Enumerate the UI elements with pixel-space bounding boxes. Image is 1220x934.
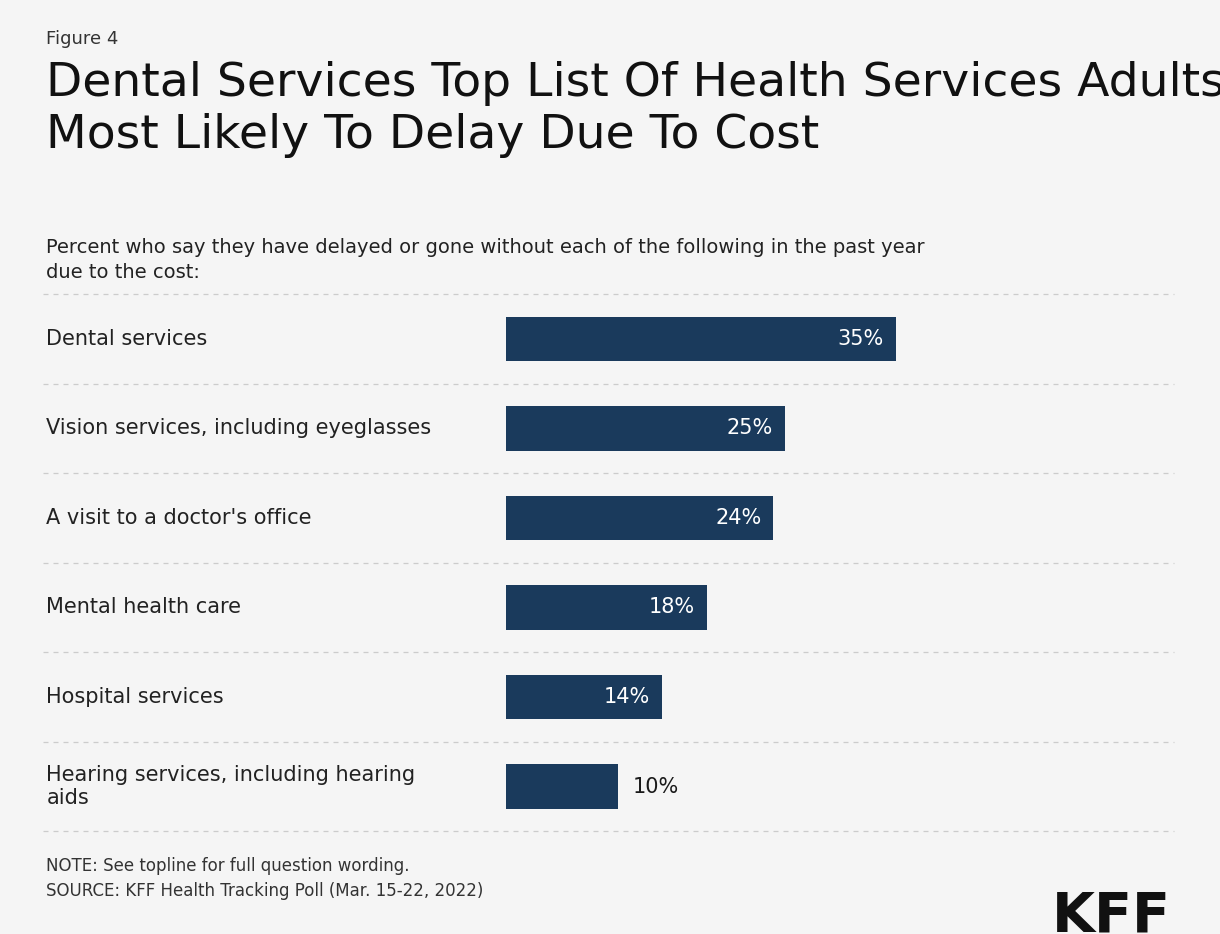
- Text: SOURCE: KFF Health Tracking Poll (Mar. 15-22, 2022): SOURCE: KFF Health Tracking Poll (Mar. 1…: [46, 882, 484, 899]
- Bar: [506, 496, 773, 541]
- Bar: [506, 317, 895, 361]
- Text: 25%: 25%: [726, 418, 772, 438]
- Text: Dental Services Top List Of Health Services Adults
Most Likely To Delay Due To C: Dental Services Top List Of Health Servi…: [46, 61, 1220, 158]
- Text: Hearing services, including hearing
aids: Hearing services, including hearing aids: [46, 765, 416, 808]
- Bar: [506, 406, 784, 451]
- Text: NOTE: See topline for full question wording.: NOTE: See topline for full question word…: [46, 857, 410, 875]
- Text: Hospital services: Hospital services: [46, 687, 224, 707]
- Bar: [506, 764, 617, 809]
- Text: 14%: 14%: [604, 687, 650, 707]
- Text: 10%: 10%: [632, 776, 678, 797]
- Text: 24%: 24%: [715, 508, 761, 528]
- Text: Vision services, including eyeglasses: Vision services, including eyeglasses: [46, 418, 432, 438]
- Text: 35%: 35%: [837, 329, 883, 349]
- Text: Mental health care: Mental health care: [46, 598, 242, 617]
- Bar: [506, 585, 706, 630]
- Text: Percent who say they have delayed or gone without each of the following in the p: Percent who say they have delayed or gon…: [46, 238, 925, 282]
- Text: KFF: KFF: [1052, 889, 1171, 934]
- Bar: [506, 674, 662, 719]
- Text: Figure 4: Figure 4: [46, 30, 118, 48]
- Text: 18%: 18%: [648, 598, 694, 617]
- Text: A visit to a doctor's office: A visit to a doctor's office: [46, 508, 312, 528]
- Text: Dental services: Dental services: [46, 329, 207, 349]
